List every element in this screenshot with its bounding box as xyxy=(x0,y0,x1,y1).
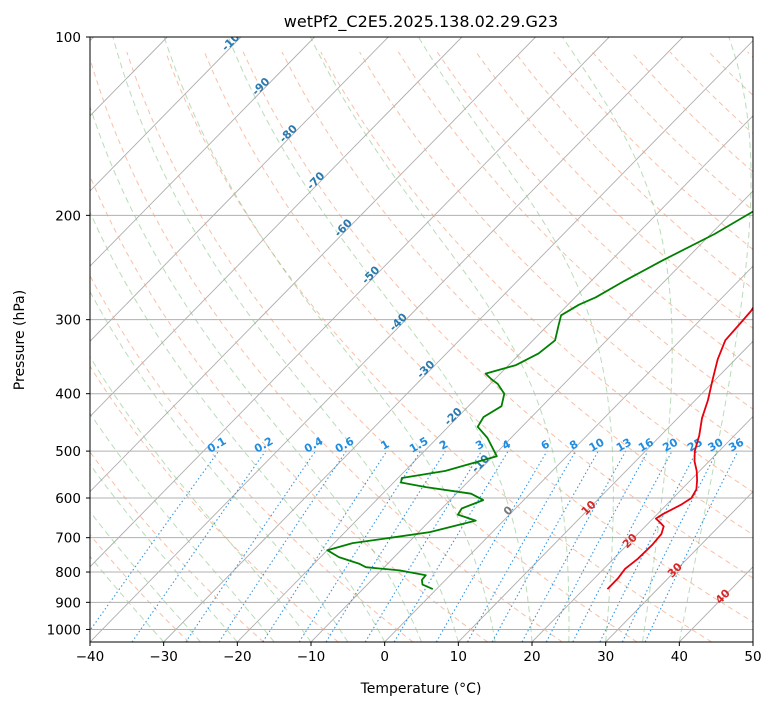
mixing-ratio-line xyxy=(491,450,599,642)
x-tick-label: 10 xyxy=(450,649,467,665)
x-tick-label: 20 xyxy=(523,649,540,665)
moist-adiabat-line xyxy=(90,105,422,642)
y-tick-label: 300 xyxy=(55,313,81,329)
isotherm-line xyxy=(90,37,463,418)
moist-adiabat-line xyxy=(90,210,386,642)
moist-adiabat-line xyxy=(90,412,275,642)
x-axis-ticks: −40 −30 −20 −10 0 10 20 30 40 50 xyxy=(76,642,762,665)
isotherm-line xyxy=(458,340,753,642)
isotherm-line xyxy=(90,37,389,342)
isotherm-line xyxy=(90,37,536,493)
dry-adiabat-line xyxy=(90,175,488,642)
dry-adiabat-line xyxy=(90,56,563,642)
mixing-ratio-lines xyxy=(90,450,739,642)
moist-adiabat-line xyxy=(112,37,459,642)
dry-adiabat-line xyxy=(281,51,753,536)
isotherm-line xyxy=(605,491,753,642)
y-tick-label: 200 xyxy=(55,208,81,224)
x-tick-label: −20 xyxy=(223,649,252,665)
moist-adiabat-line xyxy=(90,463,238,642)
x-tick-label: −10 xyxy=(297,649,326,665)
dry-adiabat-line xyxy=(90,365,339,642)
dry-adiabat-line xyxy=(165,51,712,642)
mixing-ratio-line xyxy=(218,450,347,642)
x-tick-label: 40 xyxy=(671,649,688,665)
mixing-ratio-line xyxy=(90,450,220,632)
mixing-ratio-line xyxy=(185,450,316,642)
temperature-profile-line xyxy=(606,306,753,590)
x-tick-label: −40 xyxy=(76,649,105,665)
moist-adiabat-line xyxy=(90,355,312,642)
y-tick-label: 600 xyxy=(55,491,81,507)
pressure-gridlines xyxy=(90,37,753,630)
mixing-ratio-line xyxy=(599,450,698,642)
y-tick-label: 700 xyxy=(55,531,81,547)
moist-adiabat-line xyxy=(227,37,533,642)
isotherm-line xyxy=(384,265,753,642)
x-tick-label: −30 xyxy=(149,649,178,665)
isotherm-line xyxy=(531,415,753,642)
chart-title: wetPf2_C2E5.2025.138.02.29.G23 xyxy=(284,12,558,32)
dry-adiabat-line xyxy=(90,274,414,642)
isotherm-lines xyxy=(90,37,753,642)
moist-adiabat-line xyxy=(418,37,614,642)
mixing-ratio-line xyxy=(131,450,266,642)
moist-adiabat-line xyxy=(309,37,570,642)
dry-adiabat-line xyxy=(514,51,753,290)
x-axis-label: Temperature (°C) xyxy=(360,681,482,697)
y-axis-ticks: 100 200 300 400 500 600 700 800 900 1000 xyxy=(47,30,90,638)
mixing-ratio-line xyxy=(621,450,718,642)
dry-adiabat-line xyxy=(242,51,753,579)
dewpoint-profile-line xyxy=(326,210,753,590)
dry-adiabat-line xyxy=(203,51,753,623)
isotherm-line xyxy=(90,37,610,568)
y-tick-label: 900 xyxy=(55,595,81,611)
y-tick-label: 100 xyxy=(55,30,81,46)
mixing-ratio-line xyxy=(262,450,388,642)
mixing-ratio-line xyxy=(364,450,483,642)
isotherm-line xyxy=(237,115,753,642)
y-axis-label: Pressure (hPa) xyxy=(12,290,28,390)
y-tick-label: 800 xyxy=(55,565,81,581)
mixing-ratio-line xyxy=(521,450,627,642)
isotherm-line xyxy=(90,37,242,192)
dry-adiabat-line xyxy=(90,533,190,642)
plot-frame xyxy=(89,36,754,643)
moist-adiabat-line xyxy=(678,37,752,642)
profile-series xyxy=(326,210,753,590)
isotherm-line xyxy=(163,39,753,642)
moist-adiabat-line xyxy=(561,37,673,642)
x-tick-label: 30 xyxy=(597,649,614,665)
y-tick-label: 500 xyxy=(55,444,81,460)
x-tick-label: 0 xyxy=(380,649,389,665)
y-tick-label: 400 xyxy=(55,387,81,403)
dry-adiabat-line xyxy=(397,51,753,410)
dry-adiabat-line xyxy=(436,51,753,370)
mixing-ratio-line xyxy=(298,450,422,642)
y-tick-label: 1000 xyxy=(47,622,81,638)
moist-adiabat-lines xyxy=(90,37,752,642)
mixing-ratio-line xyxy=(545,450,649,642)
isotherm-line xyxy=(90,37,315,267)
mixing-ratio-line xyxy=(467,450,577,642)
x-tick-label: 50 xyxy=(744,649,761,665)
moist-adiabat-line xyxy=(163,37,496,642)
isotherm-line xyxy=(310,190,753,642)
plot-area: -100-90-80-70-60-50-40-30-20-100 10203040… xyxy=(90,37,753,642)
moist-adiabat-line xyxy=(90,290,349,642)
